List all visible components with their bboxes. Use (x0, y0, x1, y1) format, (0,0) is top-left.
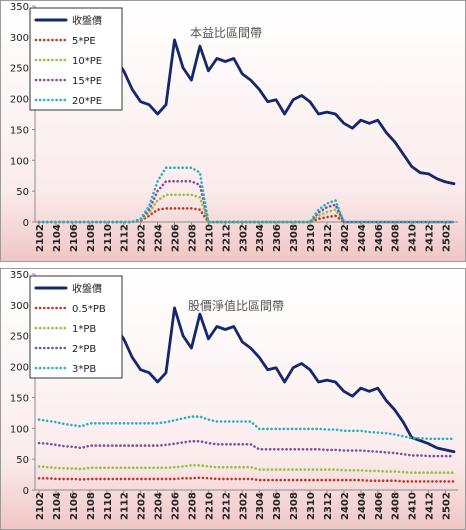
x-tick-label: 2108 (86, 224, 97, 252)
legend-box (29, 275, 123, 379)
x-tick-label: 2206 (171, 224, 182, 252)
x-tick-label: 2208 (187, 492, 198, 520)
pb-chart-panel: 0 50 100 150 200 250 300 350 2102 2104 2106 2108 211… (0, 268, 466, 530)
x-tick-label: 2106 (69, 492, 80, 520)
x-tick-label: 2112 (120, 492, 131, 520)
x-tick-label: 2406 (374, 492, 385, 520)
y-tick-label: 200 (10, 363, 29, 374)
y-tick-label: 50 (16, 187, 29, 198)
x-tick-label: 2104 (52, 224, 63, 252)
x-tick-label: 2106 (69, 224, 80, 252)
x-tick-label: 2202 (137, 492, 148, 520)
x-tick-label: 2204 (154, 492, 165, 520)
y-tick-label: 250 (10, 332, 29, 343)
x-tick-label: 2402 (340, 224, 351, 252)
legend-label: 20*PE (72, 96, 102, 107)
x-tick-label: 2102 (35, 224, 46, 252)
chart-title: 本益比區間帶 (190, 26, 262, 40)
x-tick-label: 2502 (442, 224, 453, 252)
x-tick-label: 2110 (103, 224, 114, 252)
y-tick-label: 350 (10, 2, 29, 13)
x-tick-label: 2310 (306, 492, 317, 520)
x-tick-label: 2310 (306, 224, 317, 252)
y-tick-label: 300 (10, 301, 29, 312)
x-tick-label: 2210 (204, 224, 215, 252)
x-tick-label: 2412 (425, 224, 436, 252)
x-tick-label: 2304 (255, 224, 266, 252)
x-tick-label: 2408 (391, 224, 402, 252)
legend-label: 5*PE (72, 36, 96, 47)
legend-label: 2*PB (72, 344, 96, 355)
x-tick-label: 2210 (204, 492, 215, 520)
y-tick-label: 250 (10, 64, 29, 75)
x-tick-label: 2312 (323, 224, 334, 252)
x-tick-label: 2308 (289, 224, 300, 252)
y-tick-label: 200 (10, 95, 29, 106)
series-line-0-5xpb (37, 476, 456, 483)
y-tick-label: 150 (10, 125, 29, 136)
x-tick-label: 2308 (289, 492, 300, 520)
y-tick-label: 300 (10, 33, 29, 44)
legend-box (29, 7, 123, 111)
x-tick-label: 2412 (425, 492, 436, 520)
x-tick-label: 2102 (35, 492, 46, 520)
x-tick-label: 2404 (357, 224, 368, 252)
x-tick-label: 2202 (137, 224, 148, 252)
x-tick-label: 2110 (103, 492, 114, 520)
x-tick-label: 2304 (255, 492, 266, 520)
x-tick-label: 2306 (272, 224, 283, 252)
x-tick-label: 2108 (86, 492, 97, 520)
legend-label: 15*PE (72, 76, 102, 87)
series-line-20xpe (37, 166, 456, 224)
x-tick-label: 2306 (272, 492, 283, 520)
x-tick-label: 2404 (357, 492, 368, 520)
y-tick-label: 50 (16, 455, 29, 466)
y-tick-label: 100 (10, 424, 29, 435)
y-tick-label: 150 (10, 393, 29, 404)
x-tick-label: 2206 (171, 492, 182, 520)
y-tick-label: 350 (10, 270, 29, 281)
x-tick-label: 2112 (120, 224, 131, 252)
legend-label: 收盤價 (72, 282, 102, 295)
legend-label: 0.5*PB (72, 304, 106, 315)
x-tick-label: 2302 (238, 224, 249, 252)
x-tick-label: 2104 (52, 492, 63, 520)
pb-band-chart: 0 50 100 150 200 250 300 350 2102 2104 2106 2108 211… (0, 268, 466, 530)
y-tick-label: 100 (10, 156, 29, 167)
x-tick-label: 2402 (340, 492, 351, 520)
pe-band-chart: 0 50 100 150 200 250 300 350 2102 2104 2106 2108 211… (0, 0, 466, 262)
x-tick-label: 2408 (391, 492, 402, 520)
legend-label: 3*PB (72, 364, 96, 375)
x-tick-label: 2212 (221, 224, 232, 252)
x-tick-label: 2410 (408, 492, 419, 520)
series-line-1xpb (37, 464, 456, 474)
y-tick-label: 0 (23, 218, 29, 229)
legend-label: 收盤價 (72, 14, 102, 27)
x-tick-label: 2204 (154, 224, 165, 252)
x-tick-label: 2312 (323, 492, 334, 520)
legend-label: 10*PE (72, 56, 102, 67)
x-tick-label: 2410 (408, 224, 419, 252)
x-tick-label: 2208 (187, 224, 198, 252)
x-tick-label: 2212 (221, 492, 232, 520)
pe-chart-panel: 0 50 100 150 200 250 300 350 2102 2104 2106 2108 211… (0, 0, 466, 262)
chart-title: 股價淨值比區間帶 (188, 298, 284, 313)
x-tick-label: 2406 (374, 224, 385, 252)
x-tick-label: 2502 (442, 492, 453, 520)
series-line-2xpb (37, 439, 456, 458)
series-line-3xpb (37, 415, 456, 441)
y-tick-label: 0 (23, 486, 29, 497)
legend-label: 1*PB (72, 324, 96, 335)
x-tick-label: 2302 (238, 492, 249, 520)
